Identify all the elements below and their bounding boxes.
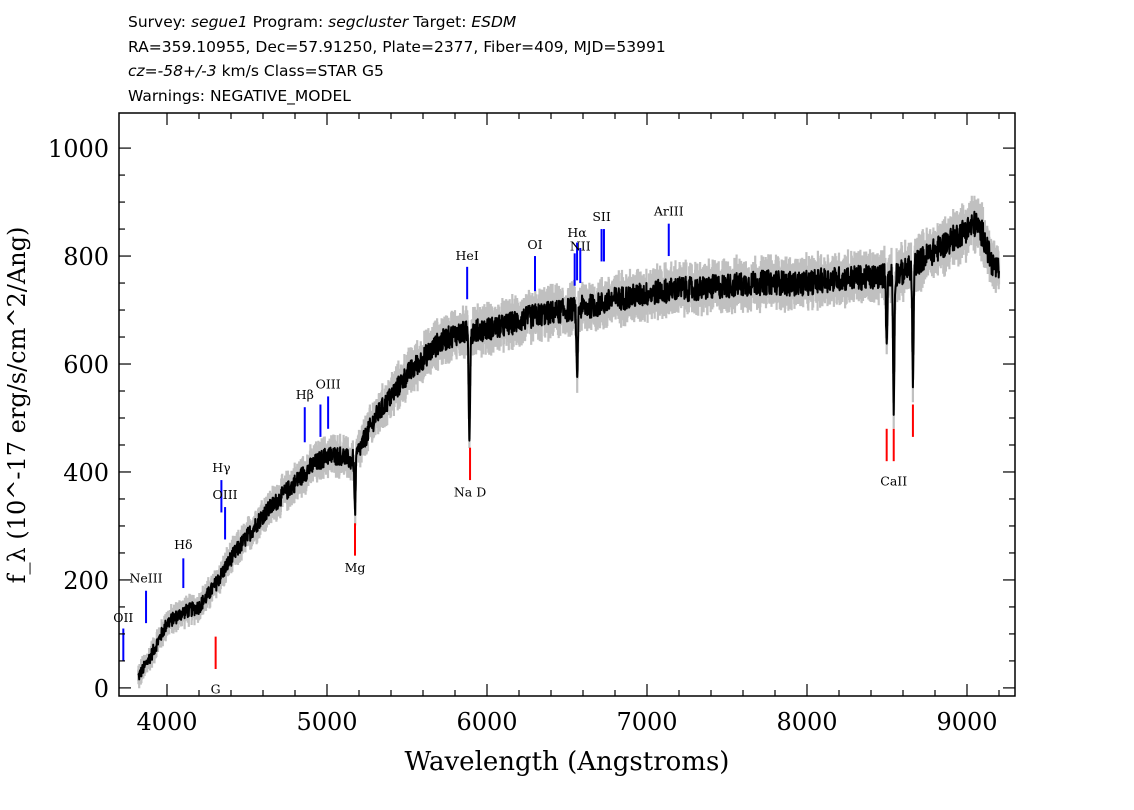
- marker-label-18: Na D: [454, 484, 486, 499]
- x-tick-label-7000: 7000: [616, 708, 677, 736]
- cz-label: cz=: [128, 62, 158, 80]
- y-axis-title: f_λ (10^-17 erg/s/cm^2/Ang): [3, 227, 31, 584]
- marker-label-9: OI: [527, 237, 542, 252]
- header-line-4: Warnings: NEGATIVE_MODEL: [128, 87, 351, 105]
- marker-label-20: CaII: [880, 473, 907, 488]
- marker-label-15: ArIII: [653, 204, 684, 219]
- axis-labels: Wavelength (Angstroms) f_λ (10^-17 erg/s…: [3, 227, 729, 777]
- axes: 4000 5000 6000 7000 8000 9000 0 200 400 600 800 100…: [48, 112, 1016, 736]
- x-tick-label-6000: 6000: [456, 708, 517, 736]
- x-tick-label-9000: 9000: [936, 708, 997, 736]
- marker-label-7: OIII: [316, 376, 341, 391]
- marker-label-17: Mg: [345, 560, 366, 575]
- header-line-1: Survey: segue1 Program: segcluster Targe…: [128, 13, 516, 31]
- header-line-2: RA=359.10955, Dec=57.91250, Plate=2377, …: [128, 38, 666, 56]
- marker-label-16: G: [211, 681, 221, 696]
- target-label: Target:: [413, 13, 467, 31]
- marker-label-0: OII: [113, 610, 133, 625]
- program-value: segcluster: [328, 13, 409, 31]
- header-line-3: cz=-58+/-3 km/s Class=STAR G5: [128, 62, 384, 80]
- marker-label-12: NII: [570, 239, 591, 254]
- marker-label-3: Hγ: [212, 460, 230, 475]
- cz-rest: km/s Class=STAR G5: [216, 62, 384, 80]
- marker-label-4: OIII: [213, 487, 238, 502]
- plot-frame: [118, 112, 1016, 697]
- marker-label-1: NeIII: [129, 571, 162, 586]
- x-axis-title: Wavelength (Angstroms): [405, 747, 730, 777]
- x-tick-label-8000: 8000: [776, 708, 837, 736]
- program-label: Program:: [252, 13, 324, 31]
- y-tick-label-0: 0: [94, 675, 109, 703]
- target-value: ESDM: [471, 13, 517, 31]
- y-tick-label-600: 600: [63, 351, 109, 379]
- survey-label: Survey:: [128, 13, 187, 31]
- marker-label-5: Hβ: [296, 387, 314, 402]
- y-tick-label-200: 200: [63, 567, 109, 595]
- cz-value: -58+/-3: [157, 62, 217, 80]
- y-tick-label-1000: 1000: [48, 135, 109, 163]
- marker-label-11: Hα: [567, 225, 587, 240]
- survey-value: segue1: [190, 13, 248, 31]
- y-tick-label-800: 800: [63, 243, 109, 271]
- marker-label-8: HeI: [456, 248, 479, 263]
- data-layer: [137, 210, 1000, 681]
- spectrum-line: [137, 210, 1000, 681]
- x-tick-label-4000: 4000: [136, 708, 197, 736]
- marker-label-13: SII: [592, 209, 611, 224]
- x-tick-label-5000: 5000: [296, 708, 357, 736]
- y-tick-label-400: 400: [63, 459, 109, 487]
- marker-label-2: Hδ: [174, 537, 192, 552]
